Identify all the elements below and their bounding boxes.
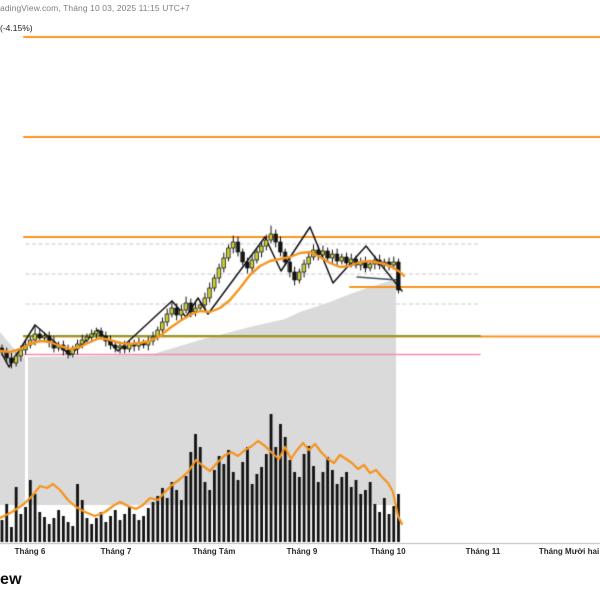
x-axis-month-label: Tháng Mười hai xyxy=(538,547,600,556)
x-axis-month-label: Tháng 11 xyxy=(465,547,501,556)
symbol-change-percent: (-4.15%) xyxy=(0,23,33,33)
x-axis-month-label: Tháng 10 xyxy=(370,547,406,556)
tradingview-logo-fragment: ew xyxy=(0,571,22,588)
snapshot-credit-text: adingView.com, Tháng 10 03, 2025 11:15 U… xyxy=(0,3,190,13)
x-axis-month-label: Tháng 7 xyxy=(100,547,132,556)
x-axis-labels: Tháng 6 Tháng 7 Tháng Tám Tháng 9 Tháng 10 Th… xyxy=(0,547,600,559)
x-axis-month-label: Tháng 9 xyxy=(286,547,318,556)
x-axis-month-label: Tháng 6 xyxy=(14,547,46,556)
x-axis-month-label: Tháng Tám xyxy=(192,547,236,556)
